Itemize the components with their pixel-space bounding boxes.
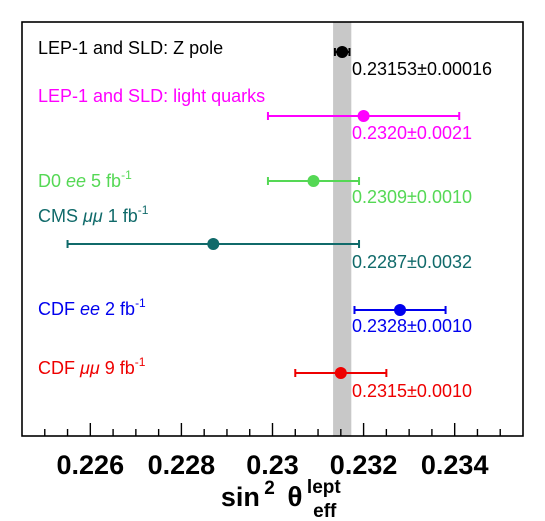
measurement-label-part: LEP-1 and SLD: light quarks xyxy=(38,86,265,106)
combined-band xyxy=(333,22,352,436)
x-axis-label-sin-exponent: 2 xyxy=(264,478,275,499)
x-axis-label-theta-subscript: eff xyxy=(313,501,337,521)
measurement-label: CDF μμ 9 fb-1 xyxy=(38,355,146,378)
data-point xyxy=(357,110,370,122)
x-axis: 0.226 0.228 0.23 0.232 0.234 xyxy=(44,423,501,480)
x-tick-label: 0.234 xyxy=(421,450,489,480)
measurement-label: CMS μμ 1 fb-1 xyxy=(38,203,149,226)
measurement-0: LEP-1 and SLD: Z pole 0.23153±0.00016 xyxy=(38,38,492,79)
measurement-label-part: 9 fb xyxy=(100,358,135,378)
measurement-label-part: CDF xyxy=(38,358,80,378)
x-axis-label-theta-superscript: lept xyxy=(307,477,341,498)
x-axis-label: sin 2 θ lept eff xyxy=(221,477,345,521)
measurement-label-part: -1 xyxy=(121,168,132,182)
x-tick-label: 0.226 xyxy=(57,450,125,480)
measurement-label-part: 1 fb xyxy=(103,206,138,226)
measurement-label-part: D0 xyxy=(38,171,66,191)
measurement-label: CDF ee 2 fb-1 xyxy=(38,296,146,319)
measurement-label-part: CDF xyxy=(38,299,80,319)
data-point xyxy=(336,46,349,58)
measurement-value: 0.2309±0.0010 xyxy=(352,187,472,207)
measurement-label-part: -1 xyxy=(135,296,146,310)
data-point xyxy=(307,175,320,187)
measurement-label-part: μμ xyxy=(79,358,100,378)
measurement-label-part: ee xyxy=(66,171,86,191)
x-axis-label-theta: θ xyxy=(287,481,302,512)
measurement-5: CDF μμ 9 fb-1 0.2315±0.0010 xyxy=(38,355,472,401)
data-point xyxy=(207,238,220,250)
measurement-label-part: -1 xyxy=(135,355,146,369)
measurement-value: 0.2287±0.0032 xyxy=(352,252,472,272)
x-axis-label-sin: sin xyxy=(221,482,260,512)
measurement-rows: LEP-1 and SLD: Z pole0.23153±0.00016LEP-… xyxy=(38,38,492,401)
measurement-label: D0 ee 5 fb-1 xyxy=(38,168,132,191)
measurement-label-part: 2 fb xyxy=(100,299,135,319)
measurement-value: 0.23153±0.00016 xyxy=(352,59,492,79)
measurement-3: CMS μμ 1 fb-1 0.2287±0.0032 xyxy=(38,203,472,272)
data-point xyxy=(334,367,347,379)
measurement-label: LEP-1 and SLD: Z pole xyxy=(38,38,223,58)
measurement-1: LEP-1 and SLD: light quarks 0.2320±0.0021 xyxy=(38,86,472,143)
x-tick-label: 0.232 xyxy=(330,450,398,480)
measurement-4: CDF ee 2 fb-1 0.2328±0.0010 xyxy=(38,296,472,336)
measurement-label-part: μμ xyxy=(82,206,103,226)
measurement-label-part: CMS xyxy=(38,206,83,226)
x-tick-label: 0.23 xyxy=(246,450,299,480)
measurement-value: 0.2320±0.0021 xyxy=(352,123,472,143)
measurement-label-part: -1 xyxy=(138,203,149,217)
measurement-label-part: ee xyxy=(80,299,100,319)
measurement-label: LEP-1 and SLD: light quarks xyxy=(38,86,265,106)
data-point xyxy=(394,304,407,316)
measurement-value: 0.2328±0.0010 xyxy=(352,316,472,336)
measurement-value: 0.2315±0.0010 xyxy=(352,381,472,401)
measurement-label-part: LEP-1 and SLD: Z pole xyxy=(38,38,223,58)
measurement-2: D0 ee 5 fb-1 0.2309±0.0010 xyxy=(38,168,472,207)
measurement-label-part: 5 fb xyxy=(86,171,121,191)
x-tick-label: 0.228 xyxy=(148,450,216,480)
